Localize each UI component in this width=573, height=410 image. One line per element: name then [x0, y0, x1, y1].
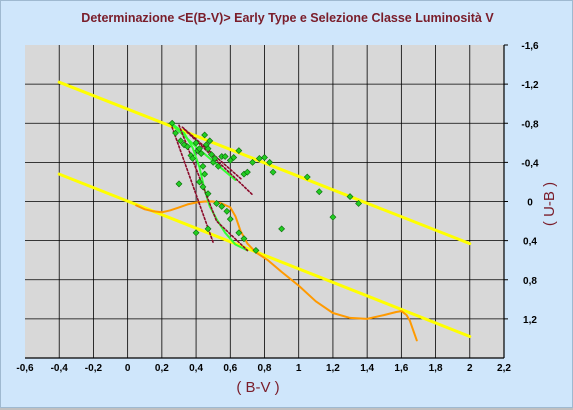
series-line-6 — [171, 126, 214, 244]
series-line-1 — [57, 172, 472, 338]
data-point — [208, 151, 215, 158]
data-point — [226, 215, 234, 223]
data-point — [196, 178, 203, 186]
data-point — [329, 213, 337, 221]
x-tick-label: -0,6 — [16, 363, 34, 374]
data-point — [172, 129, 179, 137]
data-point — [266, 158, 274, 166]
data-point — [278, 225, 286, 233]
x-tick-label: 2 — [467, 363, 473, 374]
data-point — [213, 200, 221, 207]
x-tick-label: 0 — [125, 363, 131, 374]
series-line-0 — [57, 80, 472, 246]
x-tick-label: -0,2 — [85, 363, 103, 374]
y-axis-label: ( U-B ) — [541, 182, 558, 226]
chart-title: Determinazione <E(B-V)> Early Type e Sel… — [81, 11, 494, 25]
data-point — [201, 170, 209, 178]
data-point — [269, 168, 277, 176]
x-tick-label: 0,8 — [258, 363, 272, 374]
y-tick-label: -0,8 — [521, 119, 539, 130]
x-tick-label: 1 — [296, 363, 302, 374]
data-point — [177, 137, 185, 145]
data-point — [243, 168, 251, 176]
x-axis-label: ( B-V ) — [236, 379, 279, 396]
data-point — [199, 183, 207, 191]
y-tick-label: 0,4 — [523, 237, 537, 248]
axes: -0,6 -0,4 -0,2 0 0,2 0,4 0,6 0,8 1 1,2 1,4 1,6 1,8 2 2… — [16, 41, 539, 374]
y-tick-label: -0,4 — [521, 158, 539, 169]
data-point — [196, 145, 203, 153]
data-point — [230, 154, 238, 161]
x-tick-label: 1,2 — [326, 363, 340, 374]
data-point — [235, 147, 243, 155]
y-tick-label: 0 — [527, 198, 533, 209]
x-tick-label: 1,6 — [394, 363, 408, 374]
x-tick-label: 1,8 — [429, 363, 443, 374]
y-tick-label: -1,6 — [521, 41, 539, 52]
data-point — [221, 153, 229, 160]
data-point — [204, 190, 212, 198]
data-point — [204, 225, 212, 233]
data-point — [197, 150, 205, 157]
x-tick-label: 1,4 — [360, 363, 374, 374]
data-point — [175, 180, 183, 188]
data-point — [235, 229, 243, 237]
data-point — [192, 229, 200, 237]
data-point — [315, 188, 323, 196]
y-tick-label: 0,8 — [523, 276, 537, 287]
x-tick-label: 0,6 — [223, 363, 237, 374]
data-point — [189, 155, 197, 162]
data-point — [206, 137, 214, 145]
data-point — [211, 155, 219, 162]
data-point — [214, 162, 222, 170]
data-point — [223, 207, 231, 215]
data-point — [199, 162, 207, 170]
data-point — [184, 143, 191, 151]
series-line-2 — [135, 200, 418, 342]
data-point — [252, 246, 260, 254]
data-point — [204, 145, 212, 153]
data-point — [192, 139, 200, 147]
x-tick-label: -0,4 — [51, 363, 69, 374]
data-point — [346, 193, 354, 201]
data-point — [355, 200, 363, 207]
y-tick-label: -1,2 — [521, 80, 539, 91]
y-tick-label: 1,2 — [523, 315, 537, 326]
series-layer — [57, 80, 472, 342]
x-tick-label: 0,4 — [189, 363, 203, 374]
x-tick-label: 2,2 — [497, 363, 511, 374]
data-point — [261, 154, 268, 161]
data-point — [168, 119, 176, 127]
data-point — [201, 131, 209, 139]
data-point — [240, 235, 248, 243]
data-point — [249, 158, 256, 166]
data-point — [303, 173, 311, 181]
data-point — [218, 202, 226, 210]
x-tick-label: 0,2 — [155, 363, 169, 374]
